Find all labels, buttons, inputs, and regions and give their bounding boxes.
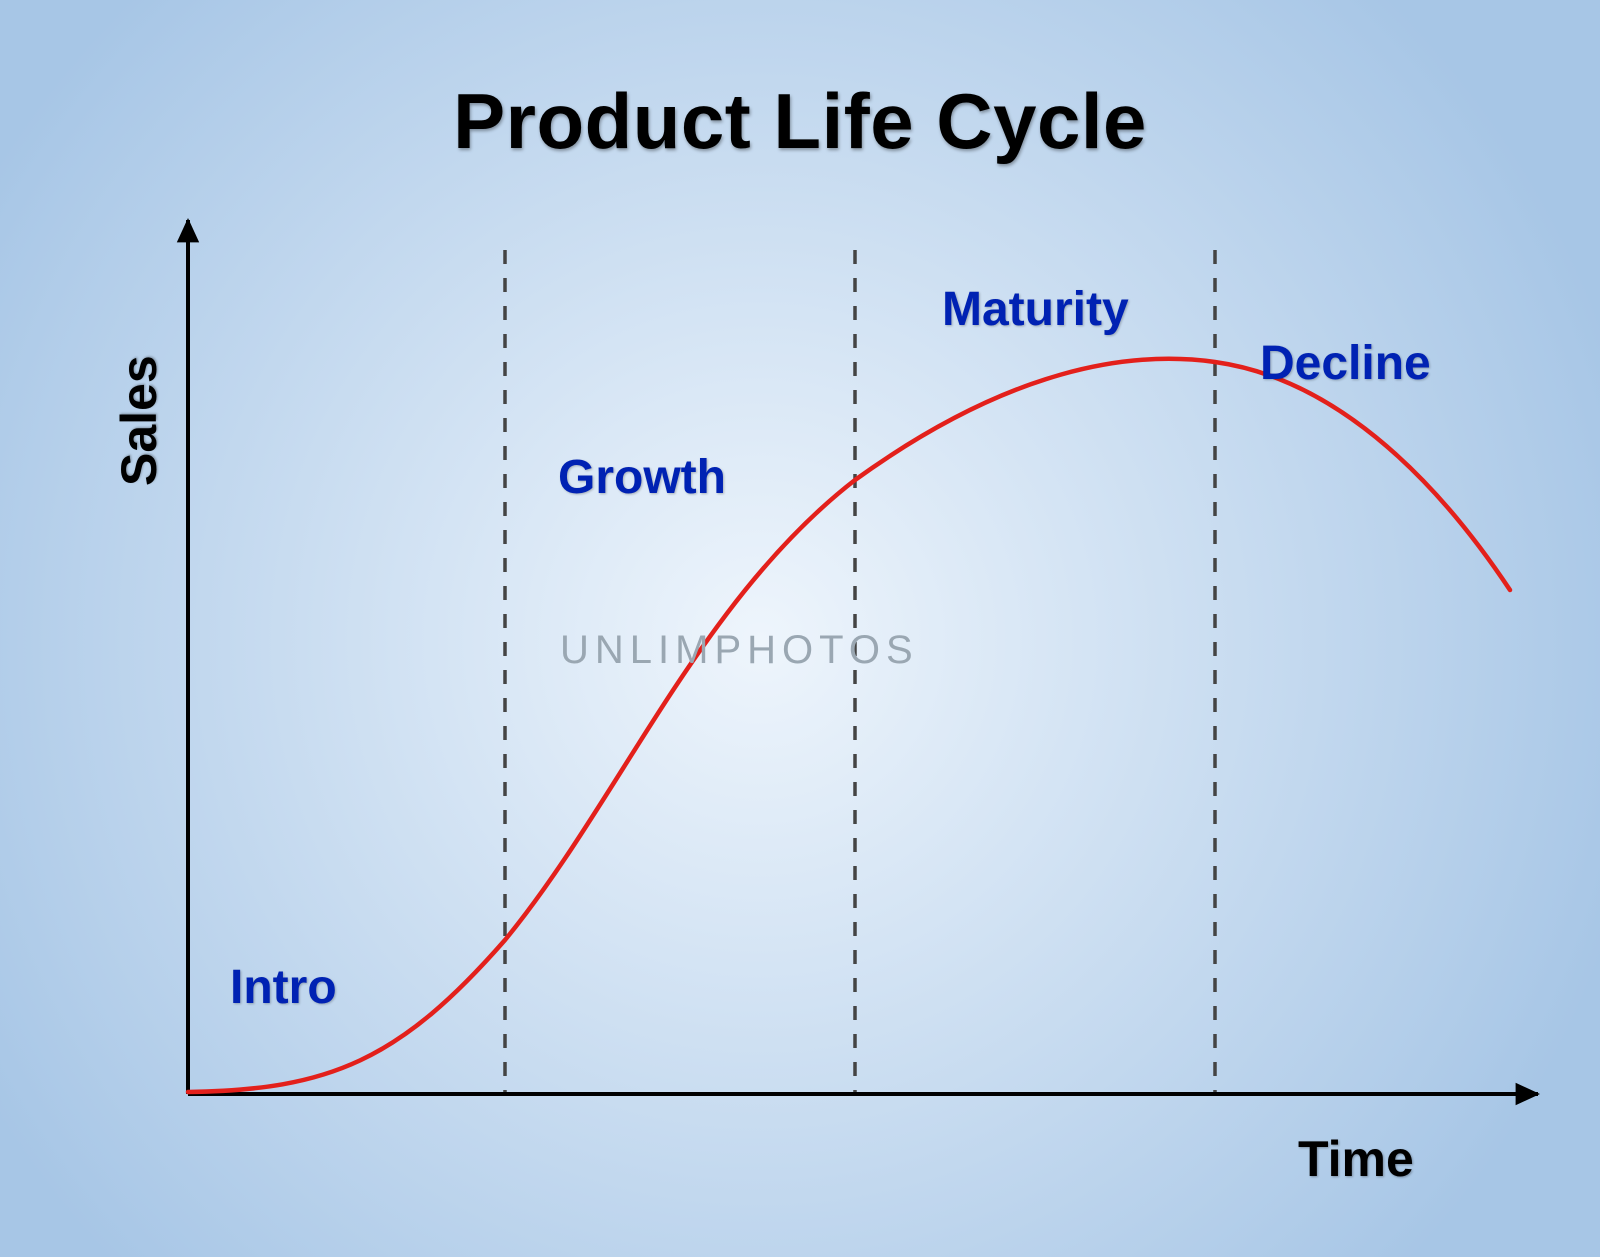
stage-label-growth: Growth (558, 450, 726, 505)
watermark-text: UNLIMPHOTOS (560, 628, 919, 673)
stage-label-maturity: Maturity (942, 282, 1129, 337)
stage-label-decline: Decline (1260, 336, 1431, 391)
y-axis-label: Sales (110, 355, 168, 486)
x-axis-arrowhead (1516, 1083, 1540, 1105)
x-axis-label: Time (1298, 1130, 1414, 1188)
chart-canvas: Product Life Cycle Sales Time IntroGrowt… (0, 0, 1600, 1257)
stage-label-intro: Intro (230, 960, 337, 1015)
y-axis-arrowhead (177, 218, 199, 242)
sales-curve (188, 359, 1510, 1092)
